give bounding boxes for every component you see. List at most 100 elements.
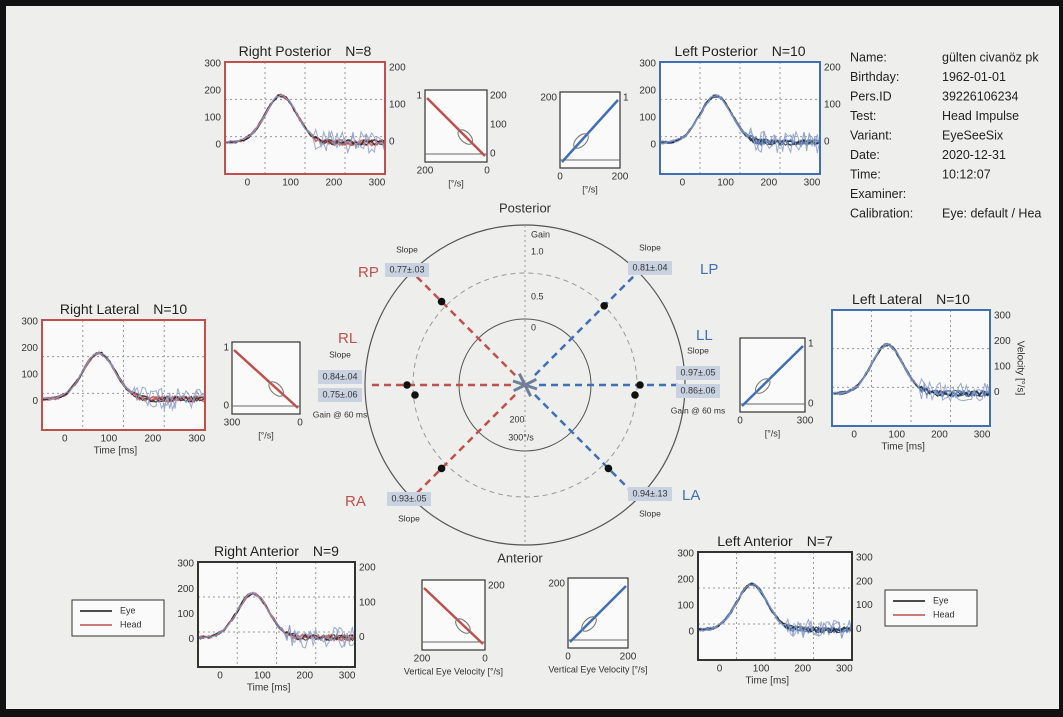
x-tick-label: 300 [339,671,356,682]
y-tick-label: 300 [639,59,656,70]
ring-label: 1.0 [531,246,544,256]
x-axis-label: Vertical Eye Velocity [°/s] [404,666,503,676]
info-label: Time: [850,167,881,181]
panel-bg [832,310,990,426]
x-tick-label: 200 [144,434,161,445]
panel-count: N=10 [153,301,187,317]
info-value: 1962-01-01 [942,70,1006,84]
y-tick-label: 200 [177,584,194,595]
y-tick-label: 1 [223,343,229,354]
y2-tick-label: 100 [856,600,873,611]
x-tick-label: 200 [760,178,777,189]
y2-tick-label: 200 [488,581,505,592]
gain-dot [636,381,644,389]
y-tick-label: 0 [215,139,221,150]
y2-tick-label: 200 [490,91,507,102]
x-tick-label: 0 [482,654,488,665]
panel-name: Right Posterior [239,43,332,59]
info-label: Birthday: [850,70,899,84]
velocity-label: 200 [509,414,524,424]
panel-name: Left Anterior [717,533,793,549]
y2-tick-label: 300 [856,553,873,564]
legend-label: Eye [933,595,949,605]
slope-value: 0.97±.05 [681,367,716,377]
x-axis-label: Vertical Eye Velocity [°/s] [548,664,647,674]
x-tick-label: 300 [836,664,853,675]
x-tick-label: 0 [565,652,571,663]
gain-at-label: Gain @ 60 ms [671,405,725,415]
polar-top-label: Posterior [499,200,552,215]
y2-tick-label: 300 [994,311,1011,322]
polar-bottom-label: Anterior [497,550,543,565]
channel-name: RP [358,264,379,281]
y-tick-label: 300 [677,549,694,560]
channel-name: RL [338,330,357,347]
y-tick-label: 0 [32,396,38,407]
channel-name: LL [696,327,713,344]
slope-value: 0.84±.04 [323,371,358,381]
x-tick-label: 300 [189,434,206,445]
x-tick-label: 200 [931,430,948,441]
panel-count: N=8 [345,43,371,59]
y-tick-label: 0 [223,401,229,412]
x-tick-label: 300 [224,418,241,429]
x-tick-label: 200 [612,172,629,183]
gain-dot [438,298,446,306]
y-tick-label: 100 [204,112,221,123]
slope-label: Slope [639,508,661,518]
ring-label: 0 [531,322,536,332]
y-tick-label: 300 [21,317,38,328]
x-tick-label: 0 [62,434,68,445]
gain-dot [600,302,608,310]
y-tick-label: 100 [177,609,194,620]
panel-title: Right Lateral N=10 [60,301,187,317]
x-tick-label: 0 [297,418,303,429]
y-tick-label: 200 [204,86,221,97]
gain-dot [411,391,419,399]
y2-tick-label: 100 [389,100,406,111]
x-tick-label: 300 [804,178,821,189]
info-label: Test: [850,109,876,123]
slope-value: 0.93±.05 [392,493,427,503]
panel-name: Right Lateral [60,301,139,317]
y2-tick-label: 200 [359,563,376,574]
slope-label: Slope [687,345,709,355]
y-tick-label: 0 [650,139,656,150]
y-tick-label: 300 [177,559,194,570]
y2-tick-label: 0 [389,137,395,148]
y2-tick-label: 0 [856,624,862,635]
y2-tick-label: 100 [490,120,507,131]
y-tick-label: 200 [677,575,694,586]
gain-dot [631,391,639,399]
slope-label: Slope [398,513,420,523]
panel-count: N=10 [772,43,806,59]
slope-label: Slope [329,349,351,359]
x-axis-label: Time [ms] [881,442,925,453]
info-value: Eye: default / Hea [942,206,1041,220]
info-value: Head Impulse [942,109,1019,123]
x-axis-label: [°/s] [448,178,464,188]
y2-tick-label: 1 [808,339,814,350]
x-tick-label: 300 [369,178,386,189]
legend-label: Head [933,609,955,619]
x-tick-label: 0 [557,172,563,183]
x-tick-label: 100 [254,671,271,682]
x-tick-label: 0 [737,416,743,427]
info-value: gülten civanöz pk [942,50,1039,64]
y-tick-label: 100 [639,112,656,123]
channel-name: LA [682,487,700,504]
x-axis-label: Time [ms] [247,683,291,694]
x-axis-label: [°/s] [765,428,781,438]
y2-tick-label: 200 [856,576,873,587]
gain-value: 0.86±.06 [681,385,716,395]
y2-tick-label: 1 [623,93,629,104]
x-tick-label: 0 [851,430,857,441]
slope-value: 0.94±.13 [633,488,668,498]
panel-title: Left LateralN=10 [852,291,970,307]
x-tick-label: 200 [794,664,811,675]
ring-label: Gain [531,229,550,239]
info-value: 10:12:07 [942,167,991,181]
y2-tick-label: 200 [824,63,841,74]
panel-title: Right Posterior N=8 [239,43,372,59]
y2-tick-label: 100 [994,362,1011,373]
